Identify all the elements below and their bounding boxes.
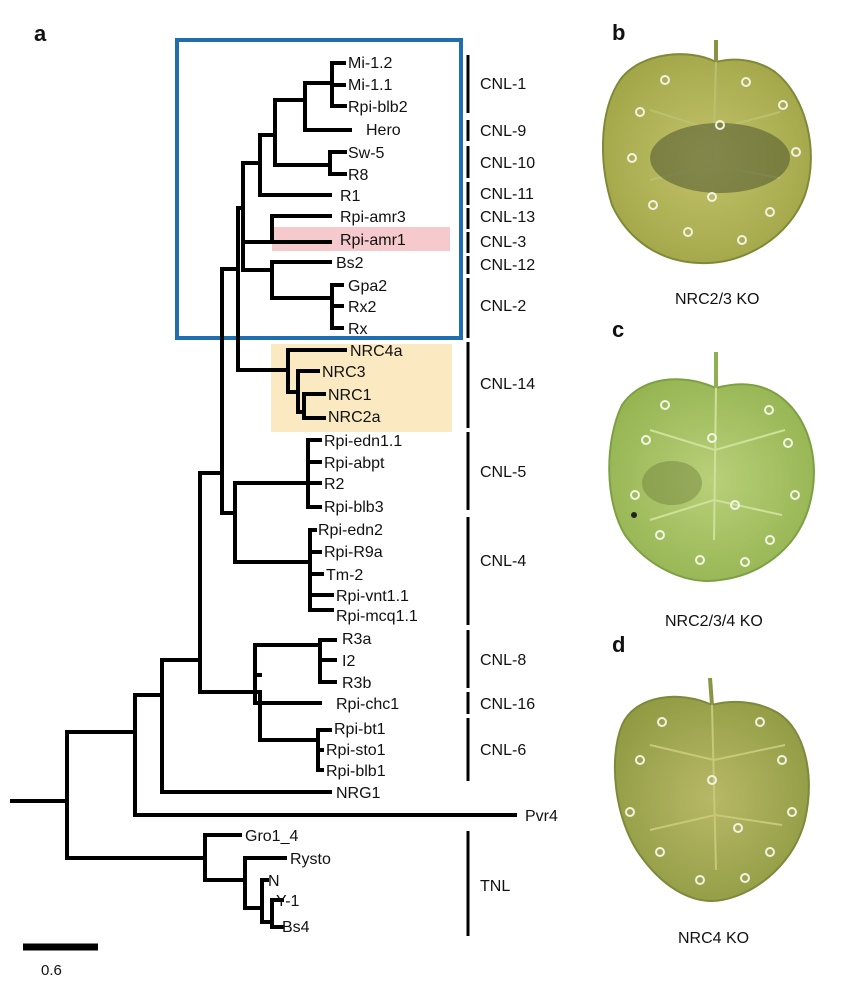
taxon-label: Rpi-blb3 <box>324 499 384 516</box>
taxon-label: Bs4 <box>282 919 310 936</box>
clade-label: CNL-14 <box>480 376 535 393</box>
clade-label: TNL <box>480 878 510 895</box>
clade-label: CNL-10 <box>480 155 535 172</box>
taxon-label: Rx <box>348 321 368 338</box>
leaf-photo-d <box>613 677 810 902</box>
panel-letter-a: a <box>34 21 47 46</box>
leaf-photo-c <box>608 352 815 582</box>
taxon-label: NRC2a <box>328 409 381 426</box>
taxon-label: NRC4a <box>350 343 403 360</box>
taxon-label: Rpi-bt1 <box>334 721 386 738</box>
taxon-label: N <box>268 873 280 890</box>
clade-label: CNL-11 <box>480 186 534 203</box>
leaf-photo-b <box>601 40 812 265</box>
taxon-label: Rpi-amr3 <box>340 209 406 226</box>
taxon-label: NRC1 <box>328 387 372 404</box>
taxon-label: R2 <box>324 476 345 493</box>
taxon-label: R3a <box>342 631 371 648</box>
taxon-label: R3b <box>342 675 371 692</box>
panel-letter-d: d <box>612 632 625 657</box>
clade-label: CNL-13 <box>480 209 535 226</box>
clade-labels: CNL-1 CNL-9 CNL-10 CNL-11 CNL-13 CNL-3 C… <box>480 76 535 895</box>
taxon-label: Rpi-blb1 <box>326 763 386 780</box>
taxon-label: Rpi-edn2 <box>318 522 383 539</box>
taxon-label: I2 <box>342 653 355 670</box>
panel-letter-b: b <box>612 20 625 45</box>
taxon-label: Tm-2 <box>326 567 363 584</box>
clade-label: CNL-3 <box>480 234 526 251</box>
taxon-label: R1 <box>340 188 361 205</box>
taxon-label: Rpi-chc1 <box>336 696 399 713</box>
panel-letter-c: c <box>612 317 624 342</box>
taxon-label: R8 <box>348 167 369 184</box>
taxon-label: Gpa2 <box>348 278 387 295</box>
taxon-label: Rx2 <box>348 299 377 316</box>
taxon-label: Pvr4 <box>525 808 558 825</box>
leaf-caption-d: NRC4 KO <box>678 930 749 947</box>
taxon-label: Rpi-abpt <box>324 455 385 472</box>
taxon-label: Rpi-blb2 <box>348 99 408 116</box>
taxon-label: Y-1 <box>276 893 300 910</box>
taxon-label: NRG1 <box>336 785 381 802</box>
taxon-label: NRC3 <box>322 364 366 381</box>
scale-bar-label: 0.6 <box>41 962 62 979</box>
taxon-label: Sw-5 <box>348 145 385 162</box>
clade-label: CNL-8 <box>480 652 526 669</box>
clade-label: CNL-16 <box>480 696 535 713</box>
clade-label: CNL-9 <box>480 123 526 140</box>
clade-label: CNL-6 <box>480 742 526 759</box>
taxon-label: Rpi-R9a <box>324 544 383 561</box>
clade-label: CNL-2 <box>480 298 526 315</box>
taxon-label: Hero <box>366 122 401 139</box>
taxon-label: Rpi-sto1 <box>326 742 386 759</box>
taxon-label: Gro1_4 <box>245 828 298 845</box>
taxon-label: Rpi-mcq1.1 <box>336 608 418 625</box>
taxon-labels: Mi-1.2 Mi-1.1 Rpi-blb2 Hero Sw-5 R8 R1 R… <box>245 55 558 936</box>
taxon-label: Rpi-amr1 <box>340 232 406 249</box>
clade-label: CNL-4 <box>480 553 526 570</box>
leaf-caption-b: NRC2/3 KO <box>675 291 759 308</box>
taxon-label: Bs2 <box>336 255 364 272</box>
taxon-label: Rysto <box>290 851 331 868</box>
nrc-highlight <box>271 344 452 432</box>
cnl-highlight-box <box>175 38 463 340</box>
clade-label: CNL-12 <box>480 257 535 274</box>
leaf-caption-c: NRC2/3/4 KO <box>665 613 763 630</box>
taxon-label: Rpi-vnt1.1 <box>336 588 409 605</box>
clade-label: CNL-5 <box>480 464 526 481</box>
clade-label: CNL-1 <box>480 76 526 93</box>
taxon-label: Rpi-edn1.1 <box>324 433 402 450</box>
tree-branches <box>10 61 517 929</box>
taxon-label: Mi-1.2 <box>348 55 393 72</box>
taxon-label: Mi-1.1 <box>348 77 393 94</box>
rpi-amr1-highlight <box>272 227 450 251</box>
